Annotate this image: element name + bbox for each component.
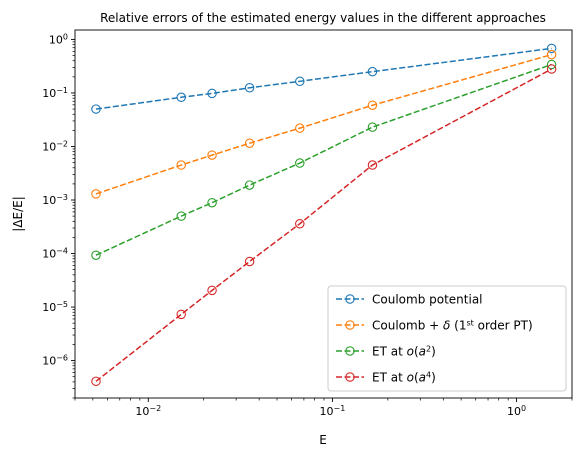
y-tick-label: 10−4 [42, 246, 68, 261]
y-tick-label: 10−3 [42, 193, 68, 208]
data-point [244, 256, 255, 267]
series-line [95, 63, 552, 256]
series-1 [91, 49, 557, 199]
data-point [91, 250, 101, 260]
y-axis-label: |ΔE/E| [11, 196, 25, 232]
data-point [207, 197, 217, 208]
series-2 [91, 59, 557, 260]
legend-label: Coulomb potential [372, 293, 483, 307]
legend-item-0: Coulomb potential [336, 293, 483, 307]
series-3 [91, 64, 557, 387]
data-point [91, 376, 101, 387]
data-point [244, 180, 255, 190]
data-point [367, 122, 378, 132]
legend-marker [345, 294, 355, 304]
x-tick-label: 10−1 [320, 404, 346, 419]
legend-marker [345, 372, 355, 382]
data-point [546, 64, 557, 74]
x-tick-label: 100 [507, 404, 526, 419]
series-0 [91, 43, 557, 114]
data-point [295, 123, 305, 133]
series-line [95, 53, 552, 195]
y-tick-label: 10−2 [42, 139, 68, 154]
legend-item-1: Coulomb + δ (1st order PT) [336, 318, 533, 333]
legend-marker [345, 346, 355, 356]
y-tick-label: 10−5 [42, 300, 68, 315]
series-line [95, 47, 552, 110]
x-tick-label: 10−2 [135, 404, 161, 419]
data-point [176, 92, 186, 103]
y-tick-label: 100 [49, 32, 68, 47]
chart-title: Relative errors of the estimated energy … [100, 11, 546, 25]
data-point [367, 66, 378, 77]
plot-frame [74, 29, 573, 399]
y-tick-label: 10−1 [42, 85, 68, 100]
legend-box [327, 285, 567, 392]
data-point [546, 49, 557, 60]
data-point [295, 76, 305, 87]
x-axis-label: E [319, 433, 327, 447]
data-point [176, 211, 186, 221]
data-point [367, 100, 378, 110]
data-point [207, 88, 217, 99]
data-point [295, 158, 305, 168]
data-point [207, 285, 217, 296]
data-point [295, 219, 305, 229]
y-tick-label: 10−6 [42, 353, 68, 368]
data-point [367, 160, 378, 170]
data-point [176, 160, 186, 170]
data-point [176, 309, 186, 320]
legend-item-3: ET at o(a4) [336, 370, 436, 385]
data-point [91, 189, 101, 199]
legend-label: ET at o(a2) [372, 344, 436, 359]
data-point [546, 43, 557, 54]
data-point [244, 83, 255, 93]
data-point [207, 150, 217, 160]
data-point [546, 59, 557, 70]
legend-marker [345, 320, 355, 330]
legend-item-2: ET at o(a2) [336, 344, 436, 359]
legend-label: ET at o(a4) [372, 370, 436, 385]
legend-label: Coulomb + δ (1st order PT) [372, 318, 533, 333]
data-point [244, 138, 255, 148]
data-point [91, 104, 101, 114]
series-line [95, 68, 552, 382]
